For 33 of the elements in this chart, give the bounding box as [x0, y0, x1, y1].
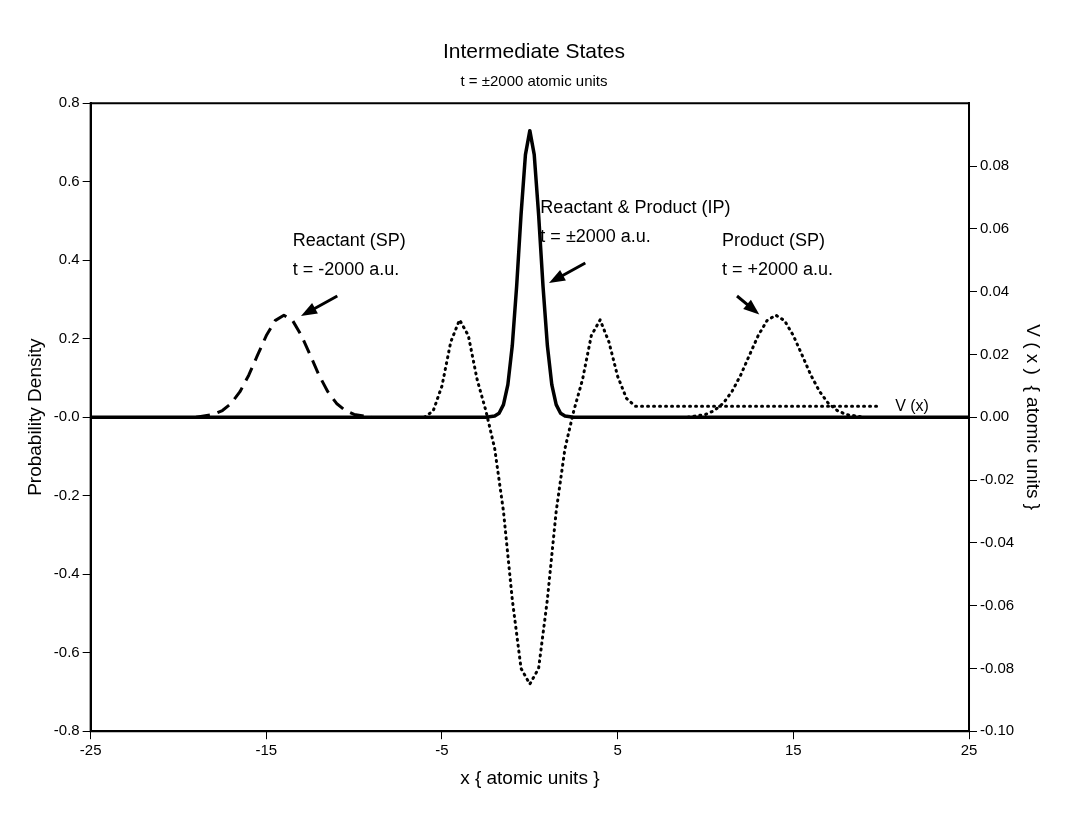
y2-tick-label: -0.06 — [980, 595, 1015, 613]
y-tick-label: 0.2 — [58, 328, 80, 346]
y2-tick-label: 0.06 — [980, 218, 1010, 236]
y-tick-label: -0.6 — [53, 642, 80, 660]
series-label: V (x) — [895, 396, 929, 414]
y-tick-label: 0.6 — [58, 171, 80, 189]
y2-tick-label: -0.04 — [980, 532, 1015, 550]
x-tick-label: 15 — [784, 741, 802, 759]
y2-tick-label: 0.04 — [980, 281, 1010, 299]
x-tick-label: 5 — [613, 741, 622, 759]
y-tick-label: -0.2 — [53, 485, 80, 503]
y2-tick-label: -0.08 — [980, 658, 1015, 676]
y-tick-label: -0.8 — [53, 721, 80, 739]
y2-tick-label: 0.08 — [980, 156, 1010, 174]
y-tick-label: -0.4 — [53, 564, 80, 582]
y2-tick-label: 0.02 — [980, 344, 1010, 362]
x-tick-label: -5 — [435, 741, 449, 759]
y-tick-label: 0.8 — [58, 93, 80, 111]
chart-title: Intermediate States — [442, 39, 626, 63]
annotation: Reactant (SP) t = -2000 a.u. — [292, 230, 406, 280]
y-tick-label: -0.0 — [53, 407, 80, 425]
x-tick-label: -25 — [79, 741, 102, 759]
y2-tick-label: -0.02 — [980, 470, 1015, 488]
annotation: Product (SP) t = +2000 a.u. — [721, 230, 834, 280]
x-tick-label: 25 — [960, 741, 978, 759]
y-tick-label: 0.4 — [58, 250, 80, 268]
y-axis-title: Probability Density — [23, 338, 45, 496]
x-tick-label: -15 — [255, 741, 278, 759]
x-axis-title: x { atomic units } — [460, 766, 600, 788]
y2-axis-title: V ( x ) { atomic units } — [1023, 324, 1045, 511]
y2-tick-label: 0.00 — [980, 407, 1010, 425]
y2-tick-label: -0.10 — [980, 721, 1015, 739]
chart-subtitle: t = ±2000 atomic units — [460, 72, 608, 90]
